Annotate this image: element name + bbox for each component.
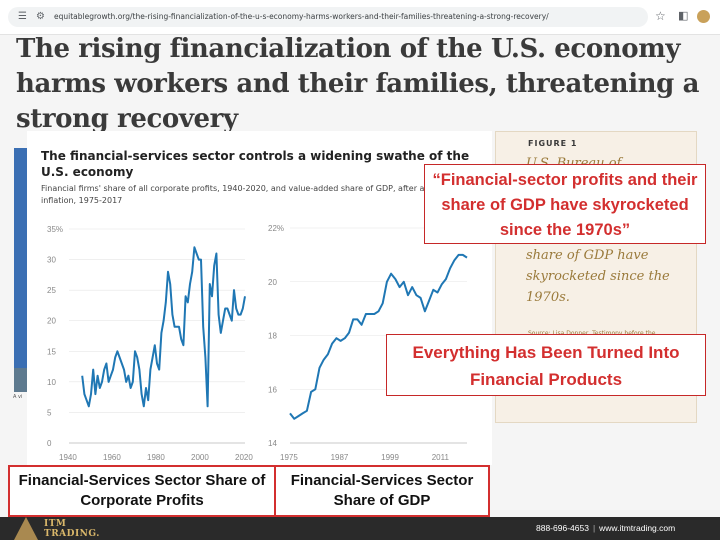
browser-toolbar: ☰ ⚙ equitablegrowth.org/the-rising-finan… bbox=[0, 0, 720, 35]
article-image-lower bbox=[14, 368, 30, 392]
chart1-y-tick-label: 5 bbox=[47, 408, 52, 417]
chart-panel: The financial-services sector controls a… bbox=[27, 131, 492, 465]
chart2-y-tick-label: 22% bbox=[268, 224, 284, 233]
quote-callout: “Financial-sector profits and their shar… bbox=[424, 164, 706, 244]
chart1-y-tick-label: 30 bbox=[47, 256, 56, 265]
address-bar[interactable]: ☰ ⚙ equitablegrowth.org/the-rising-finan… bbox=[8, 7, 648, 27]
article-image bbox=[14, 148, 30, 368]
brand-logo: ITM TRADING. bbox=[44, 519, 100, 539]
chart2-x-tick-label: 2011 bbox=[432, 453, 450, 462]
footer-website[interactable]: www.itmtrading.com bbox=[599, 523, 676, 533]
chart1-x-tick-label: 1940 bbox=[59, 453, 77, 462]
bookmark-star-icon[interactable]: ☆ bbox=[655, 9, 666, 23]
chart2-y-tick-label: 14 bbox=[268, 439, 277, 448]
figure-label: FIGURE 1 bbox=[528, 139, 578, 148]
financial-products-callout: Everything Has Been Turned Into Financia… bbox=[386, 334, 706, 396]
chart1-series-line bbox=[81, 246, 246, 408]
chart1-y-tick-label: 25 bbox=[47, 286, 56, 295]
label-corporate-profits: Financial-Services Sector Share of Corpo… bbox=[8, 465, 276, 517]
chart2-x-tick-label: 1987 bbox=[331, 453, 349, 462]
chart2-y-tick-label: 18 bbox=[268, 332, 277, 341]
site-info-icon[interactable]: ⚙ bbox=[36, 11, 45, 22]
figure-text-bottom: share of GDP have skyrocketed since the … bbox=[526, 248, 670, 305]
chart2-x-tick-label: 1975 bbox=[280, 453, 298, 462]
label-share-of-gdp: Financial-Services Sector Share of GDP bbox=[274, 465, 490, 517]
chart1-x-tick-label: 1980 bbox=[147, 453, 165, 462]
chart1-x-tick-label: 2020 bbox=[235, 453, 253, 462]
chart2-x-tick-label: 1999 bbox=[381, 453, 399, 462]
chart1-y-tick-label: 15 bbox=[47, 347, 56, 356]
profile-avatar[interactable] bbox=[697, 10, 710, 23]
side-panel-icon[interactable]: ◧ bbox=[678, 9, 689, 22]
chart1-x-tick-label: 2000 bbox=[191, 453, 209, 462]
footer-bar: ITM TRADING. 888-696-4653 | www.itmtrading… bbox=[0, 517, 720, 540]
image-caption: A vi bbox=[13, 394, 23, 400]
footer-contact: 888-696-4653 | www.itmtrading.com bbox=[536, 523, 675, 533]
chart1-y-tick-label: 20 bbox=[47, 317, 56, 326]
chart2-series-line bbox=[289, 253, 468, 420]
article-headline: The rising financialization of the U.S. … bbox=[16, 34, 700, 134]
brand-top: ITM bbox=[44, 519, 67, 529]
chart1-y-tick-label: 0 bbox=[47, 439, 52, 448]
url-text[interactable]: equitablegrowth.org/the-rising-financial… bbox=[54, 12, 549, 21]
footer-separator: | bbox=[592, 523, 596, 533]
itm-logo-icon bbox=[14, 517, 38, 540]
brand-bottom: TRADING. bbox=[44, 529, 100, 539]
charts-svg: 0 5 10 15 20 25 30 35% 1940 1960 1980 2000 2020 14 16 1… bbox=[47, 224, 468, 462]
chart2-y-tick-label: 16 bbox=[268, 385, 277, 394]
chart-subtitle: Financial firms' share of all corporate … bbox=[41, 184, 478, 205]
tune-icon[interactable]: ☰ bbox=[18, 11, 27, 22]
chart1-x-tick-label: 1960 bbox=[103, 453, 121, 462]
chart-title: The financial-services sector controls a… bbox=[41, 149, 470, 179]
chart1-y-tick-label: 35% bbox=[47, 225, 63, 234]
footer-phone: 888-696-4653 bbox=[536, 523, 589, 533]
chart1-y-tick-label: 10 bbox=[47, 378, 56, 387]
figure-source: Source: Lisa Donner, Testimony before th… bbox=[528, 330, 655, 337]
chart2-y-tick-label: 20 bbox=[268, 278, 277, 287]
